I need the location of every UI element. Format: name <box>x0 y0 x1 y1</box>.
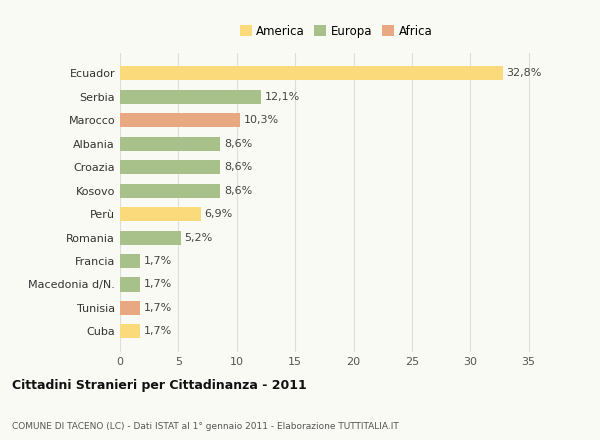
Text: Cittadini Stranieri per Cittadinanza - 2011: Cittadini Stranieri per Cittadinanza - 2… <box>12 378 307 392</box>
Text: 1,7%: 1,7% <box>143 326 172 336</box>
Legend: America, Europa, Africa: America, Europa, Africa <box>235 20 437 42</box>
Bar <box>120 66 503 81</box>
Text: 6,9%: 6,9% <box>204 209 232 219</box>
Bar <box>120 231 181 245</box>
Text: COMUNE DI TACENO (LC) - Dati ISTAT al 1° gennaio 2011 - Elaborazione TUTTITALIA.: COMUNE DI TACENO (LC) - Dati ISTAT al 1°… <box>12 422 399 431</box>
Text: 1,7%: 1,7% <box>143 279 172 290</box>
Bar <box>120 301 140 315</box>
Bar <box>120 278 140 292</box>
Bar <box>120 254 140 268</box>
Text: 8,6%: 8,6% <box>224 139 252 149</box>
Text: 1,7%: 1,7% <box>143 303 172 313</box>
Text: 8,6%: 8,6% <box>224 186 252 196</box>
Bar <box>120 113 240 127</box>
Text: 10,3%: 10,3% <box>244 115 279 125</box>
Bar <box>120 183 220 198</box>
Bar <box>120 137 220 151</box>
Bar <box>120 160 220 174</box>
Text: 12,1%: 12,1% <box>265 92 300 102</box>
Text: 8,6%: 8,6% <box>224 162 252 172</box>
Bar <box>120 324 140 338</box>
Text: 5,2%: 5,2% <box>184 233 212 242</box>
Text: 32,8%: 32,8% <box>506 69 542 78</box>
Bar <box>120 207 200 221</box>
Text: 1,7%: 1,7% <box>143 256 172 266</box>
Bar <box>120 90 261 104</box>
